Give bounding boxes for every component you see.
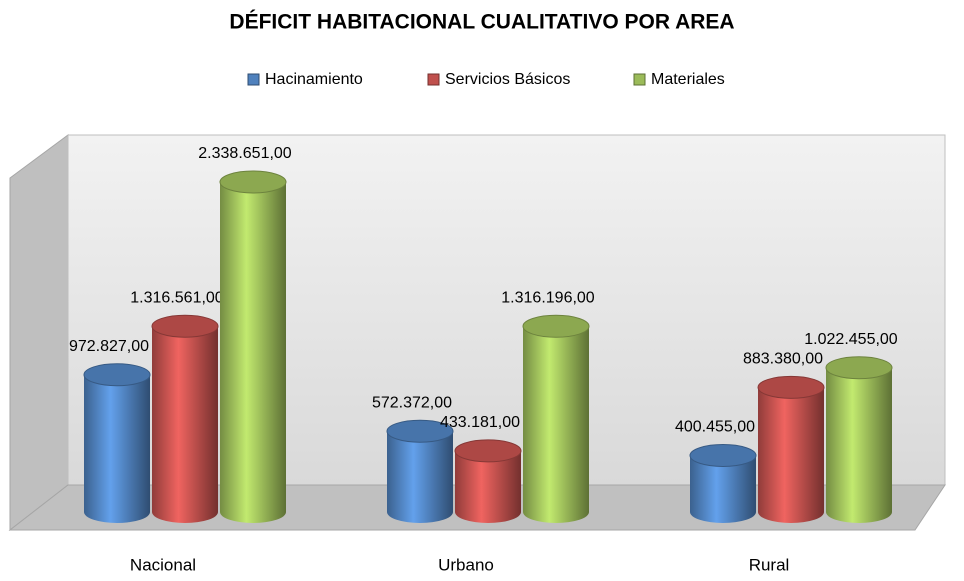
bar-top bbox=[825, 356, 893, 380]
legend-swatch bbox=[633, 73, 646, 86]
data-label: 883.380,00 bbox=[743, 351, 823, 368]
legend-label: Hacinamiento bbox=[265, 71, 363, 88]
bar-top bbox=[757, 375, 825, 399]
bar bbox=[690, 455, 756, 523]
data-label: 1.316.561,00 bbox=[130, 289, 224, 306]
bar-top bbox=[219, 170, 287, 194]
x-tick-label: Urbano bbox=[438, 555, 494, 574]
bar bbox=[220, 182, 286, 523]
data-label: 400.455,00 bbox=[675, 419, 755, 436]
bar-top bbox=[386, 419, 454, 443]
plot: 972.827,00 1.316.561,00 2.338.651,00 572.37… bbox=[69, 145, 898, 523]
data-label: 2.338.651,00 bbox=[198, 145, 292, 162]
legend-swatch bbox=[427, 73, 440, 86]
bar bbox=[152, 326, 218, 523]
data-label: 572.372,00 bbox=[372, 394, 452, 411]
legend-label: Materiales bbox=[651, 71, 725, 88]
x-tick-label: Nacional bbox=[130, 555, 196, 574]
bar bbox=[387, 431, 453, 523]
x-tick-label: Rural bbox=[749, 555, 790, 574]
chart-title: DÉFICIT HABITACIONAL CUALITATIVO POR ARE… bbox=[229, 11, 734, 34]
side-wall bbox=[9, 134, 69, 532]
bar bbox=[826, 367, 892, 523]
bar bbox=[758, 387, 824, 523]
bar bbox=[523, 326, 589, 523]
data-label: 433.181,00 bbox=[440, 414, 520, 431]
data-label: 972.827,00 bbox=[69, 338, 149, 355]
bar bbox=[84, 374, 150, 523]
bar-top bbox=[83, 363, 151, 387]
bar-top bbox=[522, 314, 590, 338]
bar bbox=[455, 450, 521, 523]
bar-top bbox=[454, 439, 522, 463]
data-label: 1.022.455,00 bbox=[804, 331, 898, 348]
bar-top bbox=[151, 314, 219, 338]
legend-label: Servicios Básicos bbox=[445, 71, 570, 88]
bar-top bbox=[689, 443, 757, 467]
legend-swatch bbox=[247, 73, 260, 86]
data-label: 1.316.196,00 bbox=[501, 289, 595, 306]
